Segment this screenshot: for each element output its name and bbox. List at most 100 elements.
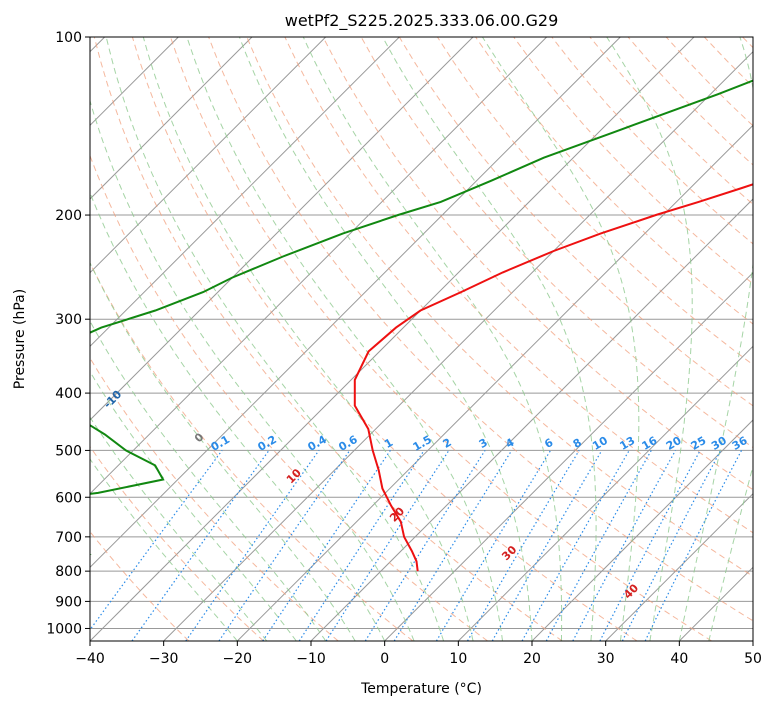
dry-adiabat-label: 30 (499, 543, 519, 563)
y-tick-label: 200 (55, 208, 82, 224)
y-axis-title: Pressure (hPa) (12, 289, 28, 389)
dry-adiabat-line (90, 261, 414, 641)
y-tick-label: 300 (55, 312, 82, 328)
isotherm-line (752, 640, 753, 641)
dry-adiabat-line (90, 154, 488, 641)
y-tick-label: 600 (55, 490, 82, 506)
mixing-ratio-line (466, 450, 580, 641)
mixing-ratio-lines (90, 450, 743, 641)
x-tick-label: 0 (380, 651, 389, 667)
plot-area: 0.10.20.40.611.52346810131620253036-100-… (90, 37, 753, 641)
x-tick-label: 10 (449, 651, 467, 667)
x-tick-label: 50 (744, 651, 762, 667)
dry-adiabat-line (284, 37, 753, 534)
mixing-ratio-line (262, 450, 391, 641)
y-tick-label: 400 (55, 386, 82, 402)
y-tick-label: 900 (55, 594, 82, 610)
isotherm-lines (90, 37, 753, 641)
dry-adiabat-line (742, 37, 753, 49)
dry-adiabat-line (322, 37, 753, 491)
moist-adiabat-line (90, 261, 356, 641)
mixing-ratio-line (131, 450, 270, 641)
dry-adiabat-label: 40 (621, 581, 641, 601)
dry-adiabat-line (703, 37, 753, 88)
mixing-ratio-line (599, 450, 701, 641)
isotherm-line (384, 271, 753, 641)
chart-title: wetPf2_S225.2025.333.06.00.G29 (285, 11, 559, 31)
y-tick-label: 500 (55, 443, 82, 459)
x-tick-label: −30 (149, 651, 179, 667)
isotherm-line (90, 37, 253, 200)
moist-adiabat-line (90, 320, 327, 641)
dry-adiabat-line (90, 530, 190, 641)
mixing-ratio-line (621, 450, 722, 641)
mixing-ratio-line (185, 450, 320, 641)
mixing-ratio-line (298, 450, 425, 641)
moist-adiabat-line (238, 37, 533, 641)
dry-adiabat-line (90, 357, 339, 641)
dry-adiabat-label: 0 (192, 430, 207, 445)
dry-adiabat-lines (90, 37, 753, 641)
moist-adiabat-line (302, 37, 563, 641)
isotherm-line (678, 566, 753, 641)
moist-adiabat-line (678, 37, 753, 641)
isotherm-line (531, 419, 753, 641)
x-tick-label: −20 (223, 651, 253, 667)
x-axis-title: Temperature (°C) (360, 681, 482, 697)
moist-adiabat-line (382, 37, 597, 641)
dry-adiabat-line (475, 37, 753, 325)
y-tick-label: 800 (55, 564, 82, 580)
isotherm-line (163, 50, 753, 641)
x-axis-ticks: −40 −30 −20 −10 0 10 20 30 40 50 (75, 641, 762, 667)
isotherm-line (90, 37, 548, 495)
y-axis-ticks: 100 200 300 400 500 600 700 800 900 1000 (46, 30, 90, 637)
isotherm-line (90, 37, 695, 641)
isotherm-line (90, 37, 327, 274)
dry-adiabat-line (551, 37, 753, 245)
dry-adiabat-line (436, 37, 753, 366)
temperature-profile-line (353, 183, 753, 572)
mixing-ratio-line (644, 450, 743, 641)
x-tick-label: −40 (75, 651, 105, 667)
dry-adiabat-label: -10 (101, 388, 124, 411)
isotherm-line (605, 492, 753, 641)
dry-adiabat-line (131, 37, 638, 641)
y-tick-label: 100 (55, 30, 82, 46)
y-tick-label: 1000 (46, 621, 82, 637)
dewpoint-profile-line (90, 79, 753, 556)
isotherm-line (236, 124, 753, 641)
x-tick-label: 30 (597, 651, 615, 667)
dry-adiabat-line (246, 37, 753, 577)
moist-adiabat-line (708, 464, 753, 641)
moist-adiabat-line (90, 370, 297, 641)
moist-adiabat-line (606, 37, 693, 641)
isotherm-line (457, 345, 753, 641)
mixing-ratio-line (364, 450, 486, 641)
isotherm-line (90, 37, 474, 421)
dry-adiabat-line (90, 445, 264, 641)
x-tick-label: −10 (296, 651, 326, 667)
dry-adiabat-line (513, 37, 753, 285)
moist-adiabat-line (90, 191, 386, 641)
y-tick-label: 700 (55, 530, 82, 546)
dry-adiabat-label: 10 (284, 466, 304, 486)
dry-adiabat-line (170, 37, 712, 641)
moist-adiabat-line (90, 99, 415, 641)
mixing-ratio-line (393, 450, 513, 641)
mixing-ratio-label: 2 (441, 436, 454, 451)
x-tick-label: 40 (670, 651, 688, 667)
plot-frame (89, 36, 754, 642)
isotherm-line (90, 37, 400, 348)
dry-adiabat-line (93, 37, 563, 641)
x-tick-label: 20 (523, 651, 541, 667)
dry-adiabat-line (589, 37, 753, 205)
moist-adiabat-line (90, 458, 238, 641)
moist-adiabat-line (105, 37, 445, 641)
moist-adiabat-line (186, 37, 503, 641)
isobar-lines (90, 37, 753, 629)
isotherm-line (90, 37, 621, 569)
moist-adiabat-line (481, 37, 640, 641)
moist-adiabat-line (90, 416, 268, 641)
dry-adiabat-line (208, 37, 753, 622)
